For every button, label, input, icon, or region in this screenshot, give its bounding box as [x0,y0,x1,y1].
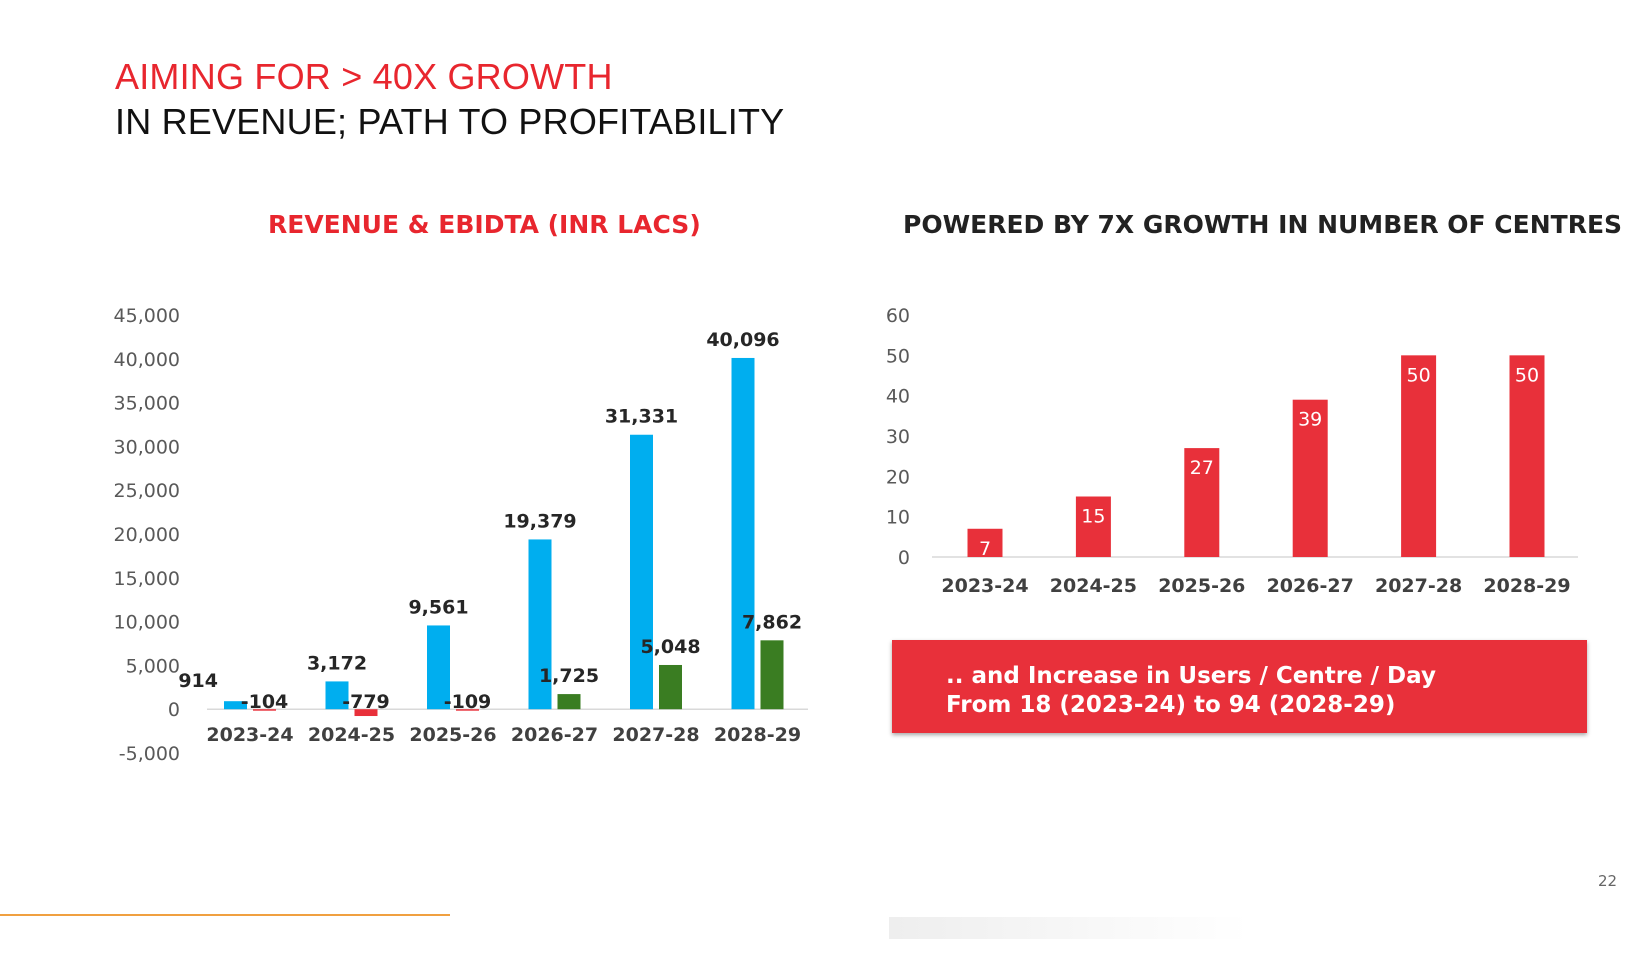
users-per-centre-callout: .. and Increase in Users / Centre / Day … [892,640,1587,733]
x-category-label: 2023-24 [206,724,293,746]
revenue-bar [325,681,349,710]
y-tick-label: 35,000 [114,393,180,415]
revenue-bar [731,357,755,710]
centres-data-label: 15 [1081,506,1105,528]
centres-bar [1075,496,1111,557]
revenue-data-label: 9,561 [408,596,468,618]
ebitda-data-label: 5,048 [640,636,700,658]
revenue-bar [224,701,247,710]
revenue-data-label: 914 [178,670,218,692]
callout-line2: From 18 (2023-24) to 94 (2028-29) [946,692,1396,718]
revenue-data-label: 40,096 [706,329,779,351]
x-category-label: 2024-25 [1050,575,1137,597]
y-tick-label: 25,000 [114,480,180,502]
y-tick-label: 40,000 [114,349,180,371]
x-category-label: 2026-27 [511,724,598,746]
centres-chart-title: POWERED BY 7X GROWTH IN NUMBER OF CENTRE… [903,210,1623,239]
y-tick-label: 5,000 [126,655,180,677]
ebitda-bar [557,694,581,710]
x-category-label: 2026-27 [1267,575,1354,597]
ebitda-bar [456,709,479,711]
revenue-bar [630,434,653,710]
callout-line1: .. and Increase in Users / Centre / Day [946,663,1436,689]
y-tick-label: 45,000 [114,305,180,327]
centres-data-label: 50 [1515,364,1539,386]
ebitda-data-label: -109 [444,691,492,713]
y-tick-label: 10 [886,507,910,529]
x-category-label: 2024-25 [308,724,395,746]
y-tick-label: 30,000 [114,436,180,458]
revenue-bar [528,539,552,710]
revenue-data-label: 31,331 [605,406,678,428]
y-tick-label: 15,000 [114,568,180,590]
y-tick-label: 0 [898,547,910,569]
revenue-chart-title: REVENUE & EBIDTA (INR LACS) [268,210,701,239]
ebitda-data-label: 7,862 [742,611,802,633]
y-tick-label: 50 [886,345,910,367]
x-category-label: 2025-26 [1158,575,1245,597]
x-category-label: 2027-28 [1375,575,1462,597]
ebitda-bar [253,709,276,711]
ebitda-data-label: -779 [342,691,390,713]
centres-data-label: 50 [1407,364,1431,386]
y-tick-label: -5,000 [119,743,180,765]
ebitda-data-label: 1,725 [539,665,599,687]
x-category-label: 2028-29 [714,724,801,746]
ebitda-bar [659,664,682,710]
y-tick-label: 20 [886,466,910,488]
y-tick-label: 30 [886,426,910,448]
page-number: 22 [1598,872,1618,890]
ebitda-bar [354,709,378,717]
centres-bar [1509,355,1545,557]
x-category-label: 2023-24 [941,575,1028,597]
y-tick-label: 40 [886,386,910,408]
centres-bar [1401,355,1437,557]
revenue-data-label: 3,172 [307,652,367,674]
revenue-bar [427,625,450,710]
page-title-line1: AIMING FOR > 40X GROWTH [115,56,613,97]
centres-data-label: 7 [979,538,991,560]
page-title-line2: IN REVENUE; PATH TO PROFITABILITY [115,101,785,142]
x-category-label: 2028-29 [1483,575,1570,597]
footer-accent-line [0,914,450,916]
y-tick-label: 0 [168,699,180,721]
y-tick-label: 10,000 [114,612,180,634]
centres-data-label: 39 [1298,409,1322,431]
centres-data-label: 27 [1190,457,1214,479]
revenue-ebitda-chart: 45,000 40,000 35,000 30,000 25,000 20,000 15,0… [114,305,808,765]
x-category-label: 2025-26 [409,724,496,746]
ebitda-bar [760,640,784,710]
y-tick-label: 60 [886,305,910,327]
centres-bar [967,528,1003,557]
revenue-data-label: 19,379 [503,510,576,532]
centres-chart: 60 50 40 30 20 10 0 7 2023-24 15 2024-25 27 2025-26 3… [886,305,1578,597]
y-tick-label: 20,000 [114,524,180,546]
centres-bar [1184,448,1220,557]
ebitda-data-label: -104 [241,691,289,713]
footer-fade-bar [889,917,1249,939]
x-category-label: 2027-28 [612,724,699,746]
centres-bar [1292,399,1328,557]
